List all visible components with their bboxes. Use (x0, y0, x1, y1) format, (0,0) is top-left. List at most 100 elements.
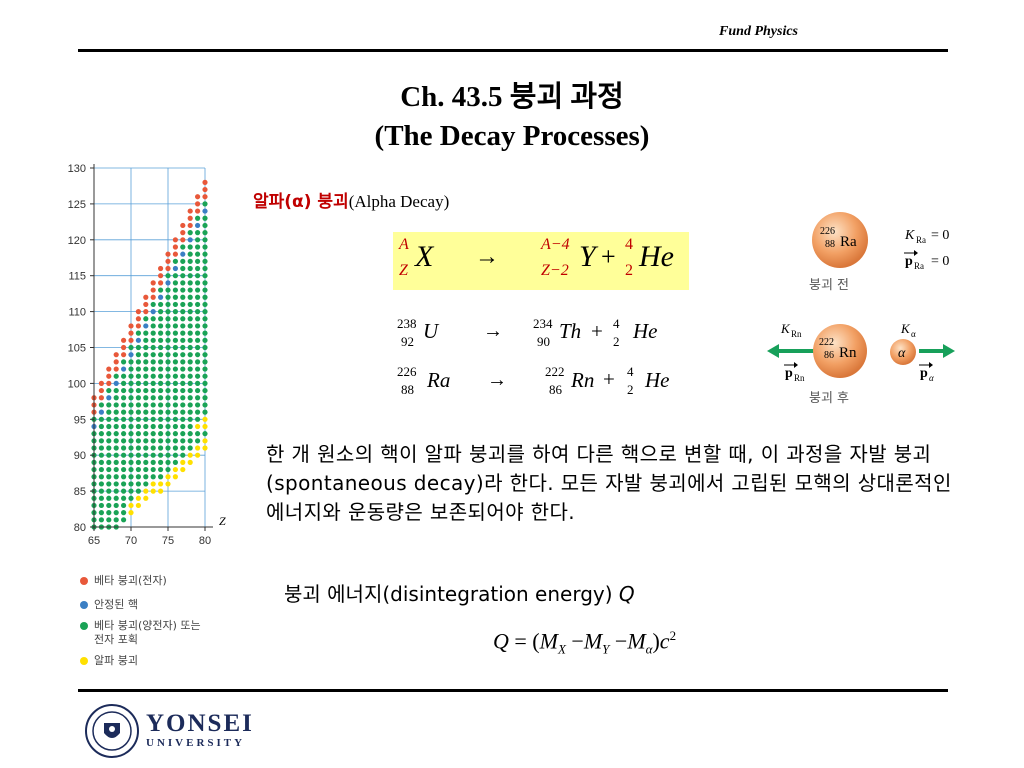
nuclide-point (202, 287, 208, 293)
nuclide-point (202, 265, 208, 272)
nuclide-point (180, 409, 186, 415)
nuclide-point (143, 352, 149, 358)
rn-mass: 222 (819, 337, 834, 348)
nuclide-point (113, 366, 119, 372)
nuclide-point (187, 330, 193, 336)
nuclide-point (128, 481, 134, 487)
nuclide-point (202, 201, 208, 207)
nuclide-point (135, 452, 141, 458)
chart-grid (93, 167, 206, 528)
nuclide-point (128, 373, 134, 379)
nuclide-point (98, 409, 104, 415)
nuclide-point (106, 510, 112, 516)
rn-symbol: Rn (839, 345, 857, 361)
nuclide-point (106, 395, 112, 401)
nuclide-point (187, 344, 193, 351)
nuclide-point (158, 309, 164, 315)
nuclide-point (98, 438, 104, 444)
nuclide-point (113, 352, 119, 358)
nuclide-point (195, 208, 201, 214)
nuclide-point (180, 431, 186, 437)
nuclide-point (106, 438, 112, 444)
nuclide-point (143, 431, 149, 437)
nuclide-point (202, 380, 208, 386)
nuclide-point (180, 309, 186, 315)
y-tick-label: 100 (68, 378, 86, 390)
nuclide-point (135, 323, 141, 329)
nuclide-point (165, 294, 171, 300)
nuclide-point (143, 402, 149, 408)
nuclide-point (187, 452, 193, 458)
nuclide-point (106, 474, 112, 480)
nuclide-point (135, 387, 141, 394)
nuclide-point (180, 230, 186, 236)
nuclide-point (158, 459, 164, 465)
course-label: Fund Physics (719, 24, 798, 39)
k-alpha-label: K (900, 321, 911, 336)
nuclide-point (150, 474, 156, 480)
nuclide-point (202, 251, 208, 257)
nuclide-point (158, 438, 164, 444)
nuclide-point (180, 265, 186, 272)
nuclide-point (113, 517, 119, 523)
nuclide-point (180, 251, 186, 257)
nuclide-point (187, 265, 193, 272)
nuclide-point (150, 301, 156, 308)
example-uranium: 238 92 U → 234 90 Th + 4 2 He (397, 316, 658, 349)
nuclide-point (187, 366, 193, 372)
nuclide-point (180, 237, 186, 243)
nuclide-point (180, 395, 186, 401)
nuclide-point (143, 373, 149, 379)
nuclide-point (202, 423, 208, 430)
nuclide-point (195, 366, 201, 372)
nuclide-point (98, 402, 104, 408)
nuclide-point (195, 323, 201, 329)
y-tick-label: 105 (68, 343, 86, 355)
nuclide-point (202, 215, 208, 221)
nuclide-point (128, 330, 134, 336)
k-rn-label: K (780, 321, 791, 336)
nuclide-point (135, 395, 141, 401)
slide-title-line2: (The Decay Processes) (374, 120, 650, 152)
legend-item-beta-minus: 베타 붕괴(전자) (80, 572, 167, 588)
nuclide-point (143, 409, 149, 415)
nuclide-point (165, 316, 171, 322)
nuclide-point (187, 337, 193, 343)
nuclide-point (195, 337, 201, 343)
nuclide-point (187, 215, 193, 221)
p-rn-sub: Rn (794, 373, 805, 383)
nuclide-point (135, 330, 141, 336)
nuclide-point (98, 474, 104, 480)
nuclide-point (113, 510, 119, 516)
nuclide-point (172, 258, 178, 264)
nuclide-point (172, 452, 178, 458)
nuclide-point (106, 387, 112, 394)
nuclide-point (202, 387, 208, 394)
nuclide-point (165, 344, 171, 351)
nuclide-point (187, 459, 193, 465)
nuclide-point (150, 330, 156, 336)
nuclide-point (128, 402, 134, 408)
nuclide-point (180, 416, 186, 422)
nuclide-point (195, 280, 201, 286)
nuclide-point (135, 416, 141, 422)
nuclide-point (135, 409, 141, 415)
nuclide-point (172, 273, 178, 279)
y-tick-label: 85 (74, 486, 86, 498)
nuclide-point (128, 323, 134, 329)
nuclide-point (150, 409, 156, 415)
nuclide-point (113, 380, 119, 386)
nuclide-point (180, 459, 186, 465)
nuclide-point (165, 402, 171, 408)
alpha-arrow-head (943, 344, 955, 358)
nuclide-point (195, 222, 201, 229)
legend-marker (80, 577, 88, 585)
nuclide-point (106, 452, 112, 458)
nuclide-point (172, 244, 178, 250)
nuclide-point (165, 287, 171, 293)
nuclide-point (135, 402, 141, 408)
nuclide-point (172, 323, 178, 329)
nuclide-point (158, 466, 164, 473)
nuclide-point (180, 366, 186, 372)
nuclide-point (180, 280, 186, 286)
